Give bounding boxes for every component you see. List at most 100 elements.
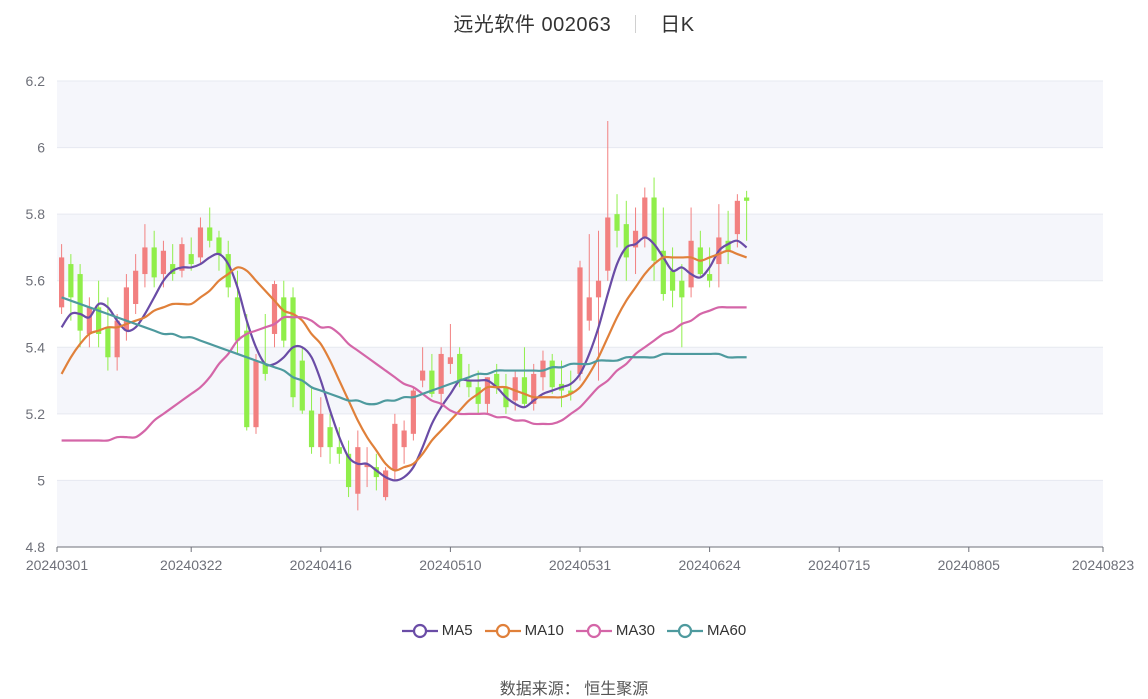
candle-body [373,467,379,478]
legend-label: MA60 [707,622,747,639]
candlestick-chart: 4.8 5 5.2 5.4 5.6 5.8 6 6.2 20240301 20240322 2024… [26,73,1135,573]
candle-body [179,244,185,271]
y-tick-label: 5.2 [26,406,46,422]
candle-body [96,307,102,334]
legend-item-ma30[interactable]: MA30 [575,622,656,639]
candle-body [77,274,83,331]
candle-body [114,320,120,358]
grid-band [57,480,1103,547]
candle-body [568,390,574,394]
legend-marker-icon [401,623,438,638]
candle-body [679,280,685,298]
candle-body [133,270,139,305]
candle-body [281,297,287,341]
candle-body [105,327,111,358]
candle-body [160,250,167,275]
candle-body [651,197,657,261]
title-separator [635,15,637,33]
candle-body [197,227,204,258]
legend-item-ma5[interactable]: MA5 [401,622,473,639]
legend-label: MA5 [441,622,473,639]
candle-body [457,353,463,381]
legend-marker-icon [575,623,612,638]
candle-body [345,453,352,488]
grid-band [57,81,1103,148]
y-tick-label: 5.6 [26,273,46,289]
candle-body [142,247,148,275]
candle-body [586,297,592,321]
candle-body [123,287,129,331]
legend-label: MA30 [615,622,656,639]
candle-body [336,447,342,454]
x-tick-label: 20240416 [290,557,353,573]
x-tick-label: 20240510 [419,557,482,573]
candle-body [660,250,666,295]
candle-body [494,373,500,388]
y-tick-label: 5.4 [26,339,46,355]
candle-body [484,377,491,404]
candle-body [234,297,241,341]
candle-body [364,463,370,468]
series-line-ma60 [61,296,747,406]
candle-body [383,470,389,498]
legend-marker-icon [667,623,704,638]
legend-item-ma10[interactable]: MA10 [484,622,564,639]
candle-body [549,360,555,388]
candle-body [707,274,713,281]
candle-body [207,227,213,241]
candle-body [262,363,268,374]
candle-body [216,237,222,255]
candle-body [420,370,426,381]
x-tick-label: 20240805 [938,557,1001,573]
candle-body [744,197,750,201]
candle-body [392,423,398,471]
x-tick-label: 20240301 [26,557,89,573]
candle-body [355,447,361,494]
candle-body [244,330,250,428]
candle-body [512,377,518,401]
candle-body [475,387,481,404]
legend-label: MA10 [524,622,564,639]
candle-body [595,280,602,298]
period-label: 日K [660,14,695,36]
y-tick-label: 6.2 [26,73,46,89]
y-tick-label: 5.8 [26,206,46,222]
candle-body [318,413,324,448]
candle-body [86,307,92,334]
candle-body [299,360,305,411]
x-tick-label: 20240531 [549,557,612,573]
x-tick-label: 20240624 [678,557,741,573]
candle-body [642,197,648,238]
candle-body [170,264,176,275]
candle-body [253,360,259,428]
candle-body [466,380,472,388]
candle-body [327,427,333,448]
x-tick-label: 20240322 [160,557,223,573]
candle-body [605,217,611,271]
stock-name-code: 远光软件 002063 [453,14,612,36]
candle-body [401,430,407,448]
y-tick-label: 6 [37,140,45,156]
candle-body [271,284,278,334]
x-tick-label: 20240823 [1072,557,1135,573]
candle-body [688,240,694,288]
candle-body [669,270,676,291]
series-line-ma10 [60,249,748,472]
chart-legend: MA5 MA10 MA30 MA60 [0,622,1148,643]
candle-body [447,357,453,364]
candle-body [531,373,537,404]
candle-body [438,353,444,394]
y-tick-label: 5 [37,472,45,488]
candle-body [225,254,231,288]
candle-body [151,247,157,278]
legend-item-ma60[interactable]: MA60 [667,622,746,639]
series-line-ma5 [60,236,748,482]
y-tick-label: 4.8 [26,539,46,555]
candle-body [308,410,315,448]
candle-body [623,224,629,258]
candle-body [410,390,416,434]
candle-body [429,370,435,394]
candle-body [577,267,583,374]
candle-body [68,264,74,298]
candle-body [59,257,65,308]
